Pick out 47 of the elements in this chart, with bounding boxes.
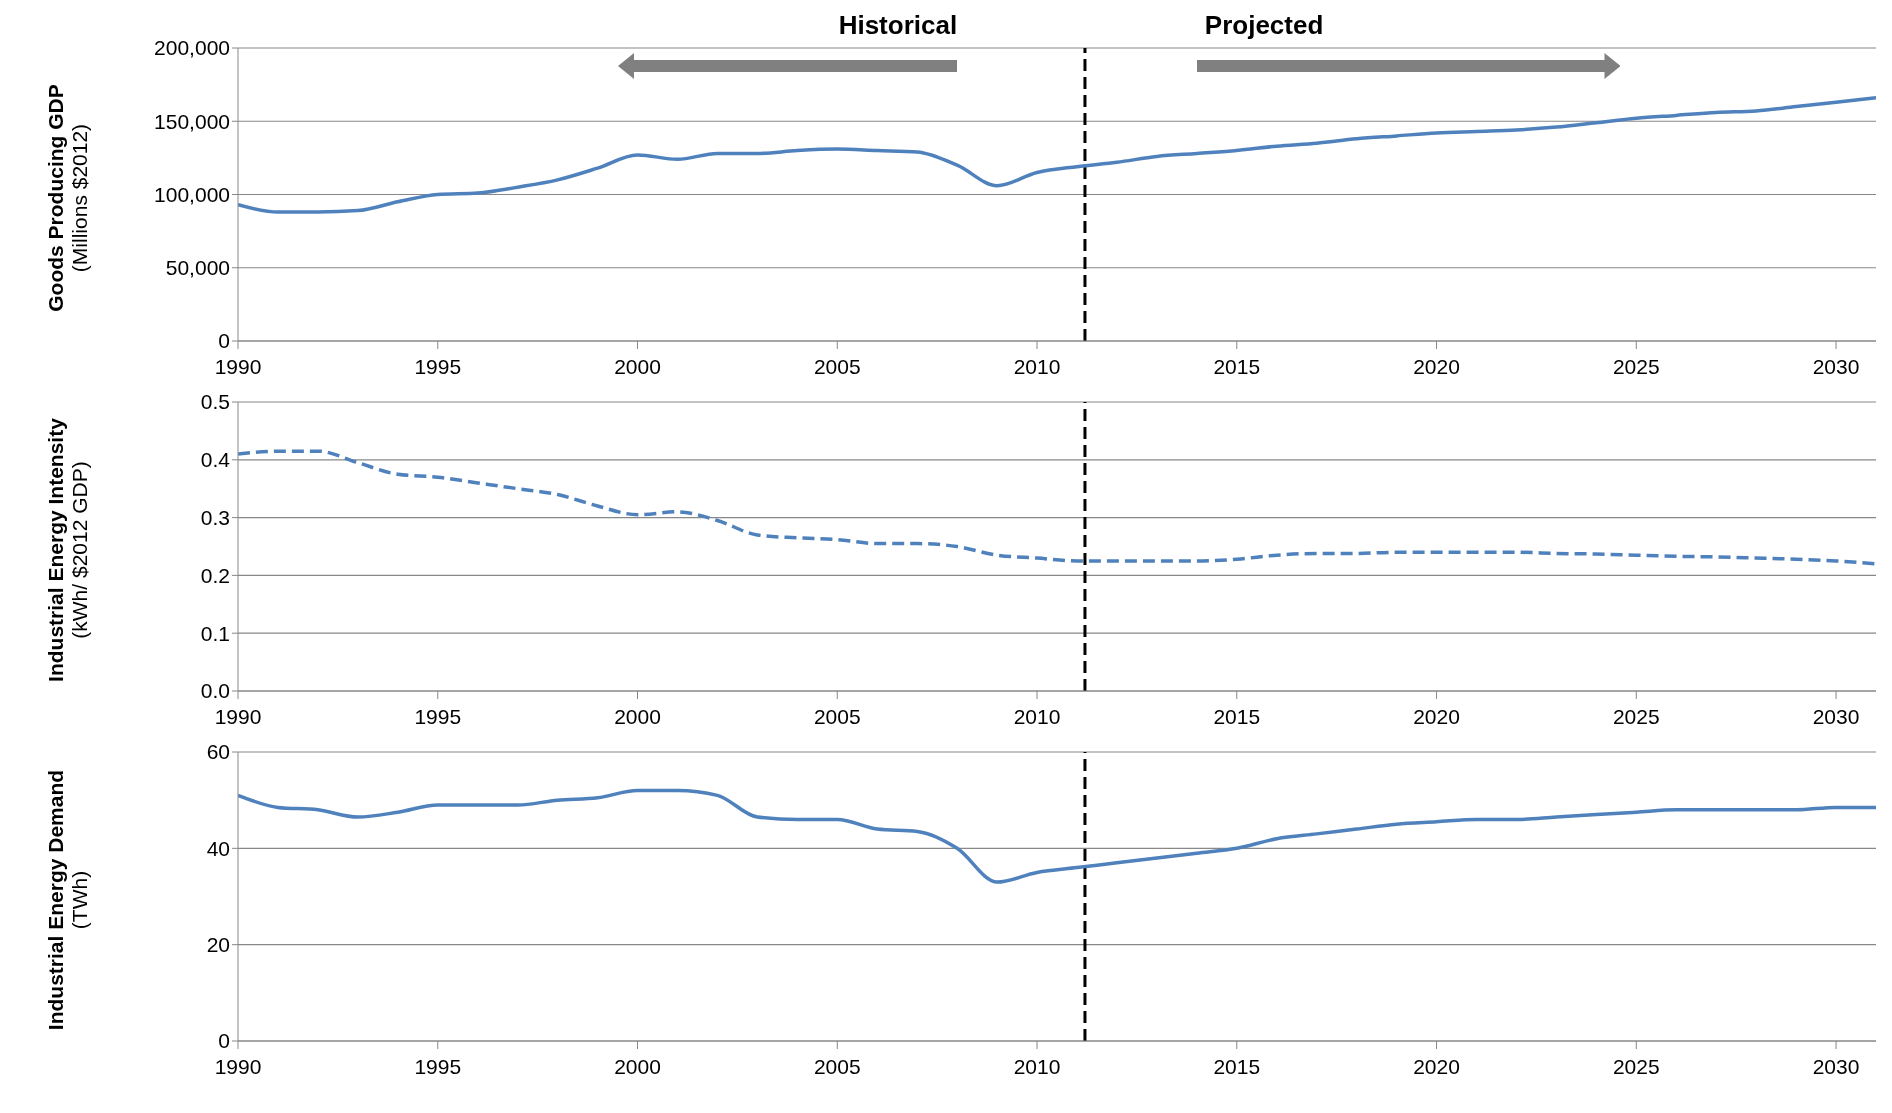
x-tick-label: 2005	[813, 354, 861, 378]
x-tick-label: 2020	[1413, 354, 1460, 378]
y-tick-label: 60	[206, 740, 230, 764]
y-axis-title: Goods Producing GDP (Millions $2012)	[44, 83, 92, 314]
x-tick-label: 2020	[1413, 704, 1460, 728]
y-tick-label: 20	[206, 933, 230, 957]
y-tick-label: 200,000	[154, 36, 230, 60]
y-tick-label: 0	[218, 329, 230, 353]
x-tick-label: 1995	[414, 1054, 462, 1078]
y-tick-label: 100,000	[154, 182, 230, 206]
y-tick-label: 0	[218, 1029, 230, 1053]
x-tick-label: 2005	[813, 1054, 861, 1078]
x-tick-label: 2030	[1812, 704, 1860, 728]
x-tick-label: 2030	[1812, 354, 1860, 378]
x-tick-label: 2005	[813, 704, 861, 728]
x-tick-label: 2000	[614, 704, 661, 728]
x-tick-label: 1995	[414, 704, 462, 728]
y-tick-label: 0.3	[200, 506, 230, 530]
x-tick-label: 2010	[1013, 704, 1061, 728]
text: Historical	[838, 10, 958, 41]
x-tick-label: 2015	[1213, 704, 1261, 728]
x-tick-label: 2015	[1213, 354, 1261, 378]
y-tick-label: 40	[206, 836, 230, 860]
x-tick-label: 2000	[614, 1054, 661, 1078]
y-tick-label: 0.1	[200, 621, 230, 645]
y-tick-label: 0.0	[200, 679, 230, 703]
text: Projected	[1204, 10, 1324, 41]
y-tick-label: 0.2	[200, 563, 230, 587]
y-axis-title: Industrial Energy Intensity (kWh/ $2012 GDP)	[44, 417, 92, 684]
x-tick-label: 2025	[1612, 354, 1660, 378]
x-tick-label: 1990	[214, 1054, 262, 1078]
x-tick-label: 2010	[1013, 1054, 1061, 1078]
x-tick-label: 1995	[414, 354, 462, 378]
x-tick-label: 2015	[1213, 1054, 1261, 1078]
x-tick-label: 2025	[1612, 704, 1660, 728]
x-tick-label: 2010	[1013, 354, 1061, 378]
x-tick-label: 2020	[1413, 1054, 1460, 1078]
y-axis-title: Industrial Energy Demand (TWh)	[44, 768, 92, 1033]
y-tick-label: 50,000	[165, 256, 230, 280]
x-tick-label: 2000	[614, 354, 661, 378]
x-tick-label: 1990	[214, 354, 262, 378]
y-tick-label: 150,000	[154, 109, 230, 133]
y-tick-label: 0.5	[200, 390, 230, 414]
x-tick-label: 2030	[1812, 1054, 1860, 1078]
x-tick-label: 2025	[1612, 1054, 1660, 1078]
x-tick-label: 1990	[214, 704, 262, 728]
y-tick-label: 0.4	[200, 448, 231, 472]
